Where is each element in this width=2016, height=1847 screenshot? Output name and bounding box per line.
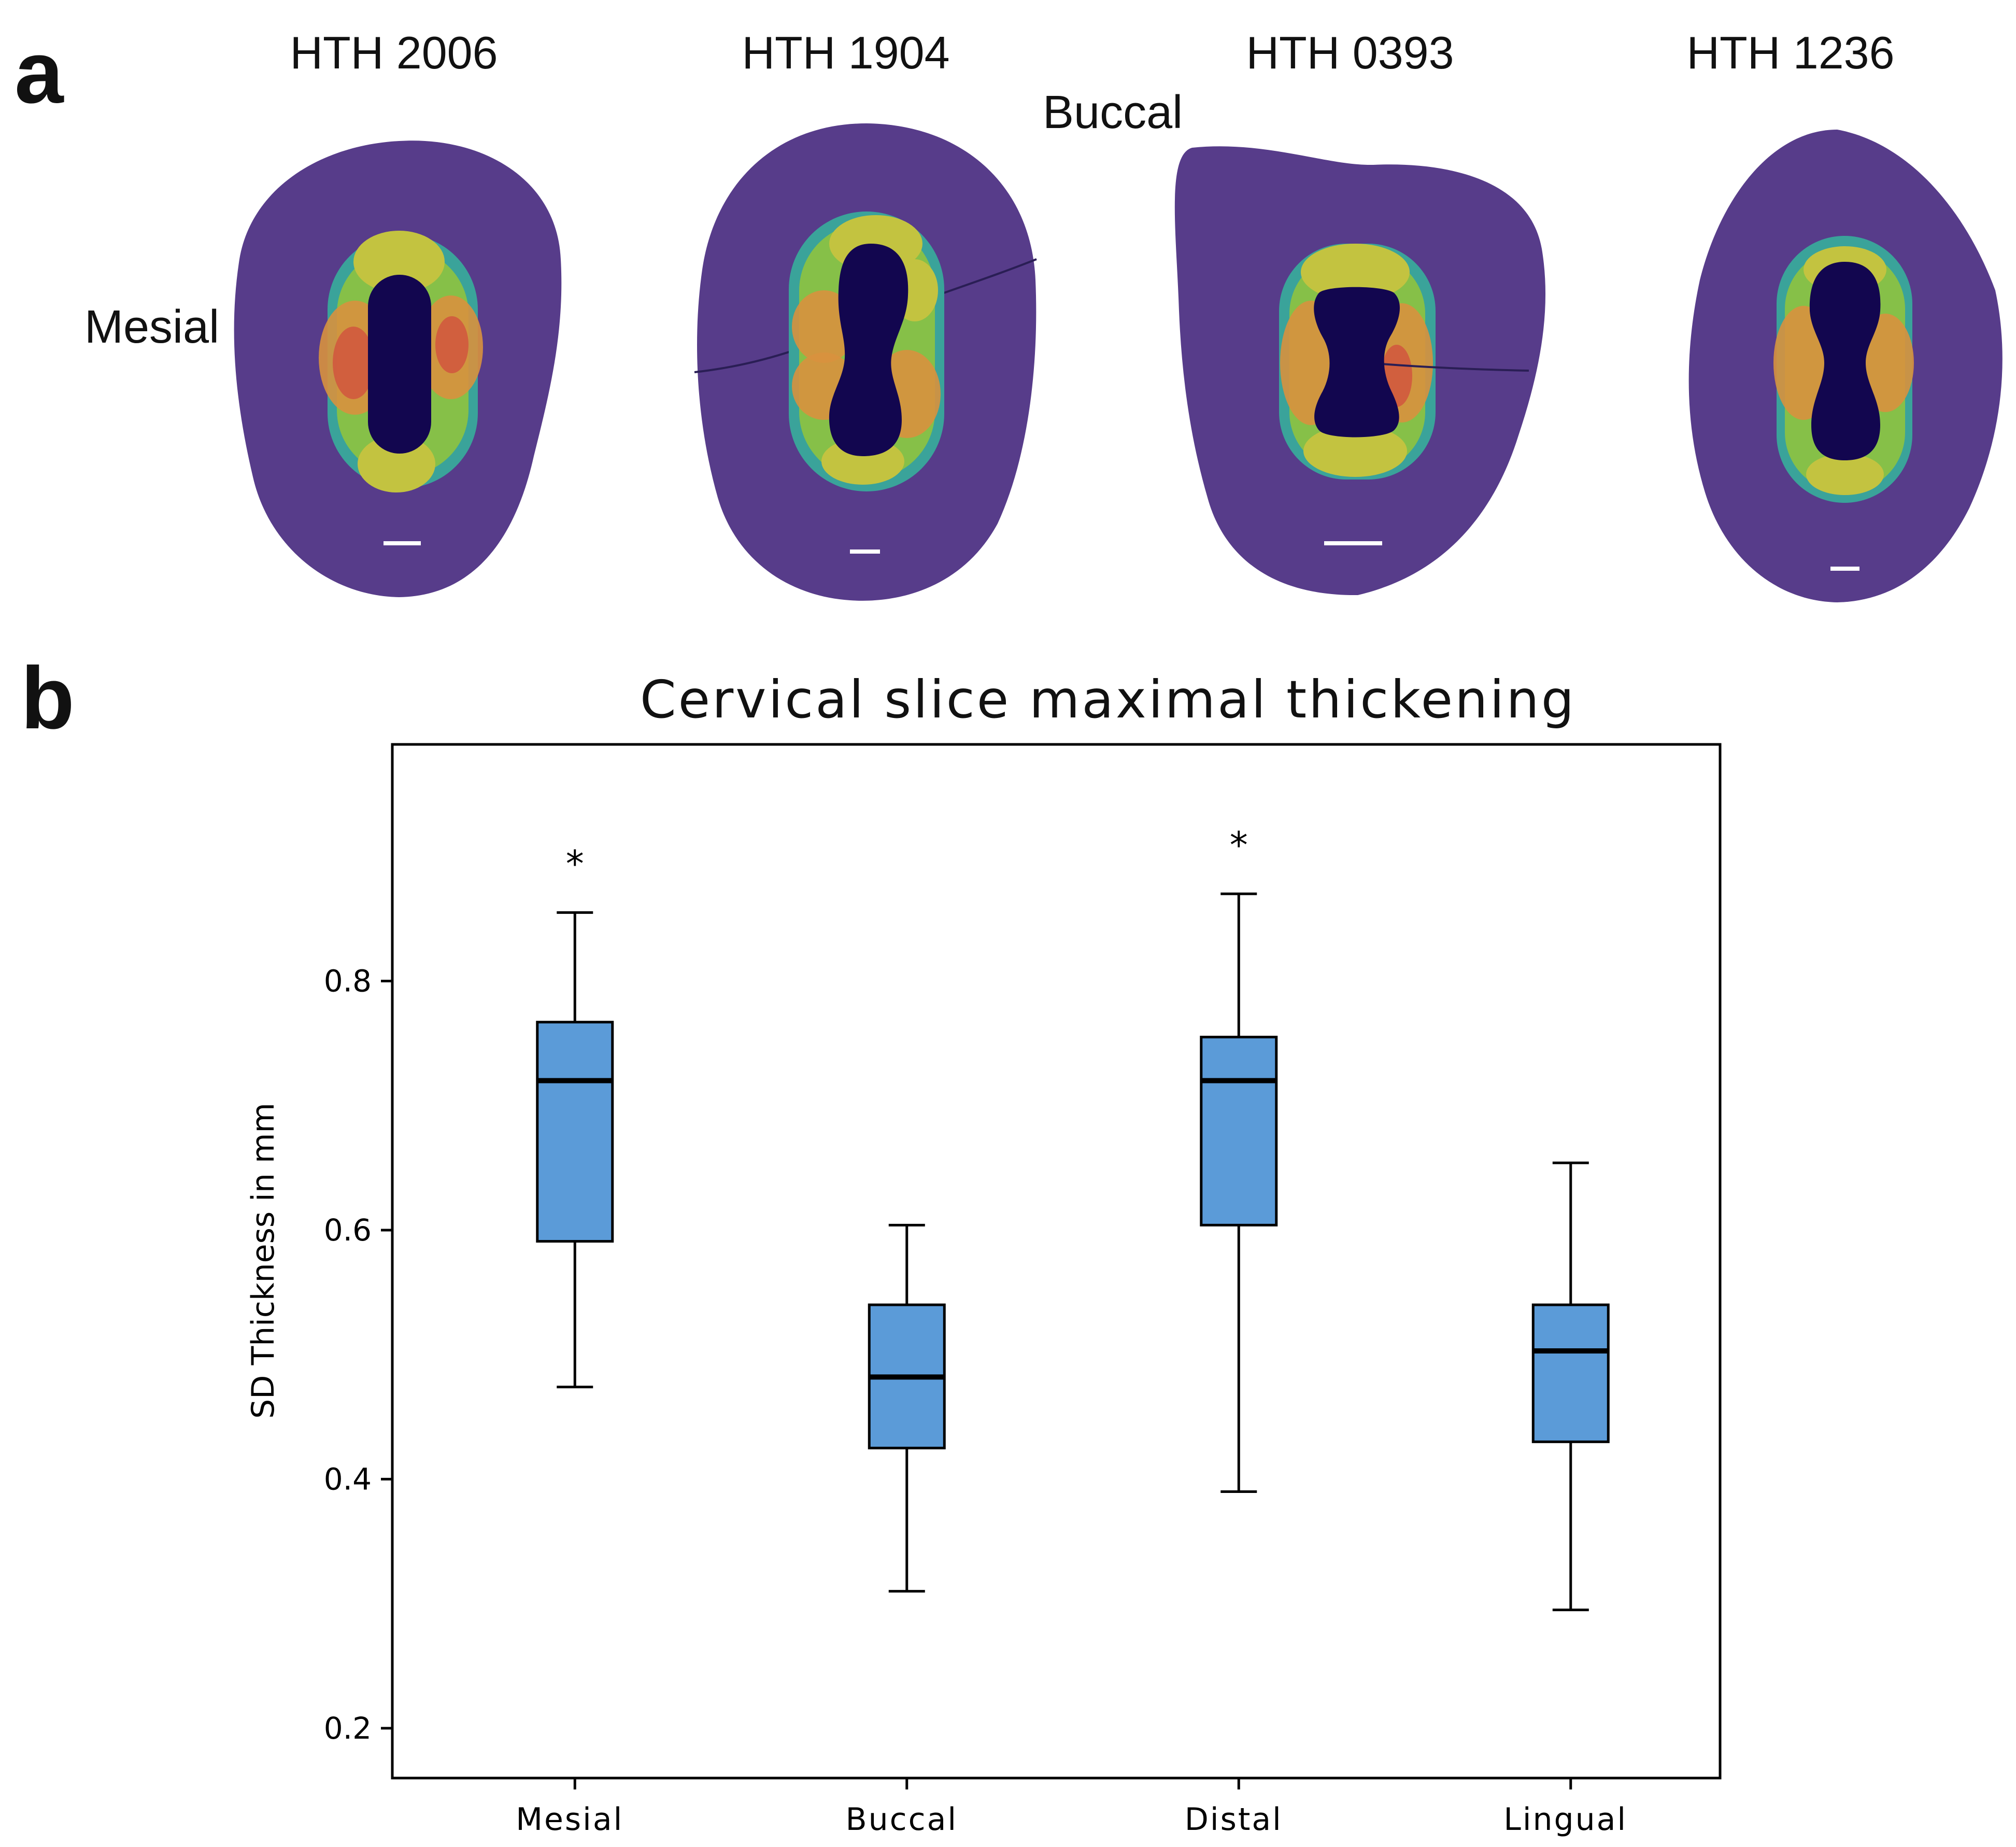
scale-bar bbox=[384, 541, 421, 545]
y-tick-label: 0.8 bbox=[324, 963, 372, 998]
mesial-orientation-label: Mesial bbox=[84, 301, 220, 353]
y-tick-label: 0.2 bbox=[324, 1711, 372, 1746]
y-tick-label: 0.6 bbox=[324, 1212, 372, 1248]
scale-bar bbox=[850, 549, 880, 554]
x-tick-label: Lingual bbox=[1503, 1801, 1627, 1838]
x-tick-label: Buccal bbox=[845, 1801, 958, 1838]
x-axis: Mesial Buccal Distal Lingual bbox=[516, 1778, 1627, 1838]
box-series: * * bbox=[536, 824, 1610, 1612]
specimen-label-hth-1904: HTH 1904 bbox=[742, 27, 950, 78]
specimen-label-hth-2006: HTH 2006 bbox=[290, 27, 498, 78]
thickening-blob bbox=[353, 231, 445, 293]
specimen-label-hth-0393: HTH 0393 bbox=[1246, 27, 1454, 78]
box-iqr bbox=[1200, 1036, 1278, 1226]
panel-a-letter: a bbox=[15, 23, 64, 122]
box-distal: * bbox=[1200, 824, 1278, 1493]
thickening-blob bbox=[1301, 244, 1410, 301]
scale-bar bbox=[1324, 541, 1382, 545]
x-tick-label: Mesial bbox=[516, 1801, 623, 1838]
tooth-section-hth-1236 bbox=[1688, 130, 2003, 602]
significance-asterisk: * bbox=[1230, 824, 1248, 866]
specimen-label-hth-1236: HTH 1236 bbox=[1686, 27, 1895, 78]
buccal-orientation-label: Buccal bbox=[1043, 87, 1183, 138]
thickening-blob bbox=[1806, 454, 1884, 495]
y-axis: 0.2 0.4 0.6 0.8 bbox=[324, 963, 392, 1746]
scale-bar bbox=[1830, 567, 1859, 571]
x-tick-label: Distal bbox=[1185, 1801, 1283, 1838]
box-iqr bbox=[536, 1021, 614, 1243]
thickening-blob bbox=[358, 435, 435, 492]
thickening-blob bbox=[1303, 425, 1407, 477]
box-mesial: * bbox=[536, 842, 614, 1389]
significance-asterisk: * bbox=[566, 842, 584, 885]
chart-title: Cervical slice maximal thickening bbox=[640, 669, 1577, 730]
box-buccal bbox=[868, 1223, 946, 1593]
y-axis-label: SD Thickness in mm bbox=[245, 1103, 281, 1419]
tooth-cross-sections bbox=[234, 123, 2003, 602]
pulp-canal bbox=[829, 244, 908, 456]
tooth-section-hth-1904 bbox=[694, 123, 1037, 601]
box-iqr bbox=[1531, 1303, 1610, 1443]
tooth-section-hth-2006 bbox=[234, 140, 562, 597]
plot-frame bbox=[391, 743, 1722, 1780]
tooth-section-hth-0393 bbox=[1174, 146, 1546, 596]
pulp-canal bbox=[368, 275, 431, 454]
thickening-blob bbox=[435, 316, 468, 373]
y-tick-label: 0.4 bbox=[324, 1461, 372, 1497]
box-lingual bbox=[1531, 1161, 1610, 1612]
thickening-blob bbox=[333, 327, 374, 399]
pulp-canal bbox=[1314, 287, 1400, 438]
pulp-canal bbox=[1809, 262, 1881, 460]
panel-b-letter: b bbox=[21, 649, 75, 748]
